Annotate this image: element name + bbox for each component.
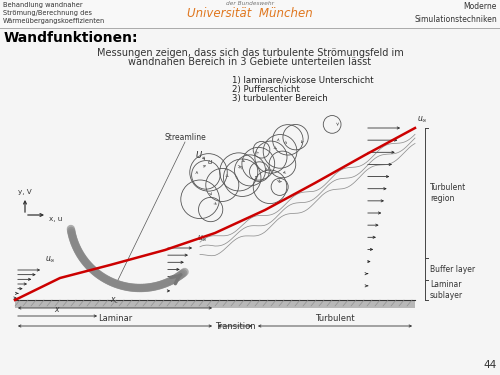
Text: 2) Pufferschicht: 2) Pufferschicht: [232, 85, 300, 94]
Text: wandnahen Bereich in 3 Gebiete unterteilen lässt: wandnahen Bereich in 3 Gebiete unterteil…: [128, 57, 372, 67]
Text: $u_\infty$: $u_\infty$: [417, 114, 428, 124]
Text: 3) turbulenter Bereich: 3) turbulenter Bereich: [232, 94, 328, 103]
Text: Buffer layer: Buffer layer: [430, 264, 475, 273]
Text: Laminar: Laminar: [98, 314, 132, 323]
Text: 1) laminare/viskose Unterschicht: 1) laminare/viskose Unterschicht: [232, 76, 374, 85]
Text: $u_\infty$: $u_\infty$: [45, 254, 56, 264]
Text: der Bundeswehr: der Bundeswehr: [226, 1, 274, 6]
Text: $x$: $x$: [54, 305, 61, 314]
Text: Behandlung wandnaher
Strömung/Berechnung des
Wärmeübergangskoeffizienten: Behandlung wandnaher Strömung/Berechnung…: [3, 2, 105, 24]
Text: Wandfunktionen:: Wandfunktionen:: [4, 31, 138, 45]
Text: $x_c$: $x_c$: [110, 296, 120, 306]
Text: u: u: [208, 159, 212, 165]
Bar: [0, 0, 500, 28]
Text: Moderne
Simulationstechniken: Moderne Simulationstechniken: [414, 2, 497, 24]
Text: Transition: Transition: [214, 322, 256, 331]
Bar: [15, 300, 415, 308]
Text: U: U: [196, 150, 202, 159]
Text: 44: 44: [484, 360, 497, 370]
Text: Universität  München: Universität München: [187, 7, 313, 20]
Text: Messungen zeigen, dass sich das turbulente Strömungsfeld im: Messungen zeigen, dass sich das turbulen…: [96, 48, 404, 58]
Text: Turbulent: Turbulent: [315, 314, 355, 323]
Text: Turbulent
region: Turbulent region: [430, 183, 466, 203]
Text: x, u: x, u: [49, 216, 62, 222]
Text: $u_\infty$: $u_\infty$: [197, 233, 207, 243]
Text: Laminar
sublayer: Laminar sublayer: [430, 280, 463, 300]
Text: y, V: y, V: [18, 189, 32, 195]
Text: Streamline: Streamline: [164, 133, 206, 142]
